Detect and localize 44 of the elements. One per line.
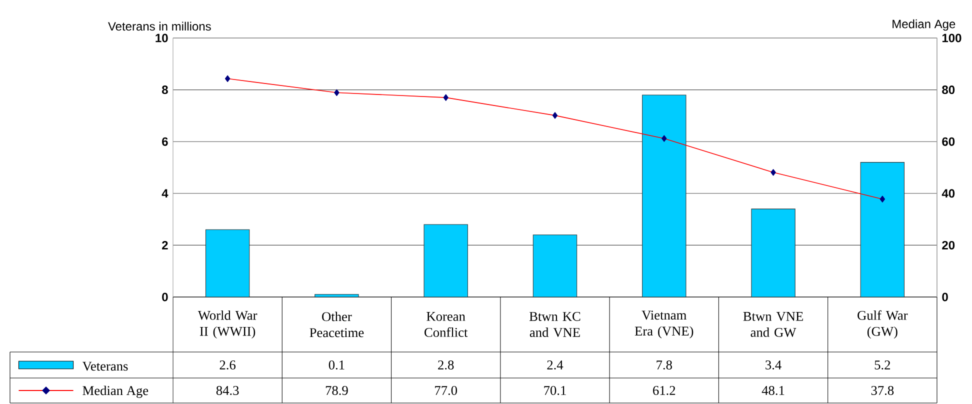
y2-tick-label: 60	[942, 137, 955, 146]
y-tick-label: 2	[162, 241, 168, 250]
x-tick-label: Btwn VNE and GW	[743, 312, 803, 337]
data-label: 0.1	[328, 360, 344, 370]
y-tick-label: 6	[162, 137, 168, 146]
y2-tick-label: 20	[942, 240, 955, 250]
data-label: 70.1	[544, 386, 566, 396]
legend-label: Veterans	[82, 362, 128, 371]
bar	[205, 229, 250, 298]
data-label: 2.6	[220, 360, 236, 370]
x-tick-label: Gulf War (GW)	[858, 310, 908, 339]
data-label: 37.8	[871, 386, 894, 396]
y-tick-label: 8	[162, 86, 168, 94]
legend-label: Median Age	[82, 386, 148, 398]
data-label: 77.0	[435, 386, 458, 396]
data-label: 61.2	[653, 386, 676, 396]
bar	[314, 294, 359, 298]
y-tick-label: 4	[162, 189, 168, 198]
x-tick-label: World War II (WWII)	[198, 310, 258, 339]
data-label: 78.9	[326, 386, 348, 396]
bar	[532, 234, 578, 298]
y2-tick-label: 80	[942, 86, 955, 94]
data-label: 3.4	[766, 360, 782, 370]
y-tick-label: 0	[162, 292, 168, 302]
x-tick-label: Btwn KC and VNE	[529, 312, 580, 338]
data-label: 2.8	[438, 360, 454, 370]
y-axis-title: Veterans in millions	[108, 22, 211, 31]
x-tick-label: Vietnam Era (VNE)	[634, 310, 694, 338]
data-label: 5.2	[874, 360, 890, 370]
data-label: 7.8	[656, 360, 672, 370]
y2-tick-label: 100	[942, 34, 962, 42]
bar	[642, 94, 686, 298]
y2-axis-title: Median Age	[892, 19, 956, 31]
y2-tick-label: 0	[942, 292, 948, 302]
bar	[860, 162, 905, 298]
data-label: 2.4	[547, 360, 564, 370]
bar	[424, 224, 468, 298]
x-tick-label: Korean Conflict	[424, 312, 468, 337]
x-tick-label: Other Peacetime	[310, 312, 364, 338]
data-label: 84.3	[216, 386, 239, 396]
y2-tick-label: 40	[942, 189, 955, 198]
y-tick-label: 10	[156, 34, 168, 42]
data-label: 48.1	[762, 386, 784, 396]
bar	[751, 208, 796, 298]
